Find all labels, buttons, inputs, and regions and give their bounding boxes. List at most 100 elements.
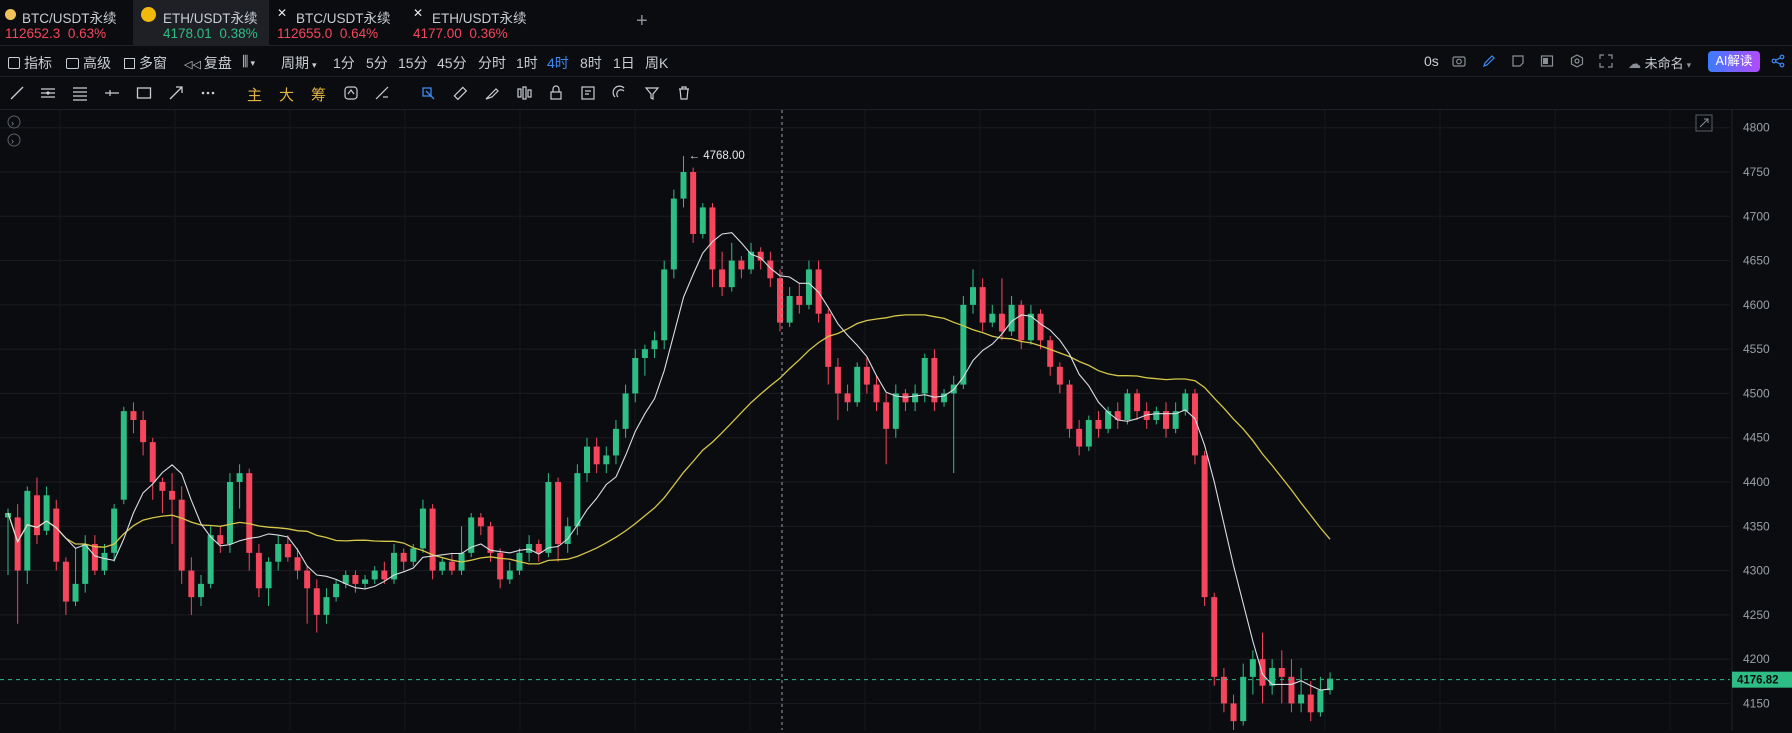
candle bbox=[1066, 380, 1073, 438]
brush-icon[interactable] bbox=[484, 85, 500, 101]
price-tick-label: 4450 bbox=[1743, 431, 1770, 445]
more-tools-icon[interactable] bbox=[200, 85, 216, 101]
favorite-tool-icon[interactable] bbox=[612, 85, 628, 101]
candle-body bbox=[159, 482, 166, 491]
chart-type-button[interactable]: ⫼ ▾ bbox=[242, 53, 255, 70]
period-dropdown[interactable]: 周期 ▾ bbox=[281, 55, 317, 71]
candle bbox=[1153, 406, 1160, 425]
chips-toggle[interactable]: 筹 bbox=[311, 87, 327, 104]
candle-body bbox=[892, 393, 899, 429]
candle-body bbox=[5, 513, 11, 518]
candle bbox=[458, 526, 465, 575]
tab-eth-usdt-perp-2[interactable]: ✕ ETH/USDT永续 4177.00 0.36% bbox=[408, 0, 544, 45]
candle bbox=[786, 287, 793, 327]
advanced-button[interactable]: 高级 bbox=[66, 53, 111, 73]
price-chart[interactable]: 4800 4750 4700 4650 4600 4550 4500 4450 4400 4350… bbox=[0, 110, 1792, 730]
candle-body bbox=[545, 482, 552, 553]
candle-body bbox=[1182, 393, 1189, 412]
multi-window-button[interactable]: 多窗 bbox=[124, 53, 167, 73]
candle bbox=[91, 535, 98, 575]
compare-icon[interactable] bbox=[516, 85, 532, 101]
pen-icon[interactable] bbox=[1482, 54, 1496, 68]
template-icon[interactable] bbox=[580, 85, 596, 101]
rectangle-icon[interactable] bbox=[136, 85, 152, 101]
fullscreen-icon[interactable] bbox=[1599, 54, 1613, 68]
tab-btc-usdt-perp-1[interactable]: BTC/USDT永续 112652.3 0.63% bbox=[0, 0, 130, 45]
candle bbox=[497, 548, 504, 589]
last-price-badge-bg bbox=[1732, 671, 1792, 688]
candle bbox=[777, 269, 783, 332]
candle-body bbox=[1095, 420, 1102, 429]
interval-1m[interactable]: 1分 bbox=[333, 55, 355, 71]
eraser-line-icon[interactable] bbox=[374, 85, 390, 101]
candle bbox=[1191, 389, 1198, 465]
share-icon[interactable] bbox=[1771, 54, 1785, 68]
camera-icon[interactable] bbox=[1452, 54, 1466, 68]
candle bbox=[448, 552, 455, 575]
magnet-select-icon[interactable] bbox=[420, 85, 436, 101]
exchange-x-icon: ✕ bbox=[277, 6, 288, 20]
fib-lines-icon[interactable] bbox=[72, 85, 88, 101]
interval-1w[interactable]: 周K bbox=[645, 55, 669, 71]
candle bbox=[371, 566, 378, 584]
main-indicator-toggle[interactable]: 主 bbox=[247, 87, 263, 104]
candle-body bbox=[169, 490, 176, 500]
cloud-layout-dropdown[interactable]: ☁ 未命名 ▾ bbox=[1628, 56, 1692, 71]
interval-8h[interactable]: 8时 bbox=[580, 55, 602, 71]
arrow-icon[interactable] bbox=[168, 85, 184, 101]
candle-body bbox=[1163, 411, 1169, 429]
add-tab-icon[interactable]: + bbox=[636, 10, 648, 32]
tab-symbol: ETH/USDT永续 bbox=[163, 11, 258, 26]
tab-btc-usdt-perp-2[interactable]: ✕ BTC/USDT永续 112655.0 0.64% bbox=[272, 0, 408, 45]
candle-body bbox=[53, 508, 60, 562]
large-order-toggle[interactable]: 大 bbox=[279, 87, 295, 104]
interval-1h[interactable]: 1时 bbox=[516, 55, 538, 71]
replay-button[interactable]: ◁◁ 复盘 bbox=[184, 55, 232, 71]
candle-body bbox=[294, 557, 301, 571]
interval-15m[interactable]: 15分 bbox=[398, 55, 428, 71]
cloud-icon: ☁ bbox=[1628, 56, 1641, 71]
price-tick-label: 4600 bbox=[1743, 298, 1770, 312]
price-tick-label: 4700 bbox=[1743, 209, 1770, 223]
candle bbox=[883, 393, 890, 465]
interval-timeshare[interactable]: 分时 bbox=[478, 55, 506, 71]
lock-icon[interactable] bbox=[548, 85, 564, 101]
candle bbox=[632, 349, 639, 403]
interval-5m[interactable]: 5分 bbox=[366, 55, 388, 71]
candle-body bbox=[333, 583, 340, 598]
candle-body bbox=[1143, 411, 1150, 420]
layout-icon[interactable] bbox=[1540, 54, 1554, 68]
sync-icon[interactable] bbox=[343, 85, 359, 101]
candle bbox=[342, 570, 349, 589]
candle bbox=[1008, 296, 1015, 336]
candle bbox=[1037, 309, 1044, 350]
candlestick-chart[interactable]: 4800 4750 4700 4650 4600 4550 4500 4450 4400 4350… bbox=[0, 110, 1792, 730]
indicator-button[interactable]: 指标 bbox=[8, 53, 52, 73]
interval-4h[interactable]: 4时 bbox=[547, 55, 569, 71]
candle-body bbox=[391, 552, 397, 580]
candle bbox=[1211, 592, 1218, 686]
candle bbox=[14, 504, 21, 624]
ruler-icon[interactable] bbox=[452, 85, 468, 101]
trash-icon[interactable] bbox=[676, 85, 692, 101]
candle-body bbox=[979, 287, 986, 323]
note-icon[interactable] bbox=[1511, 54, 1525, 68]
interval-45m[interactable]: 45分 bbox=[437, 55, 467, 71]
filter-icon[interactable] bbox=[644, 85, 660, 101]
horizontal-line-icon[interactable] bbox=[104, 85, 120, 101]
candle-body bbox=[111, 508, 118, 553]
candle bbox=[555, 477, 562, 562]
price-tick-label: 4250 bbox=[1743, 608, 1770, 622]
parallel-channel-icon[interactable] bbox=[40, 85, 56, 101]
candle bbox=[1047, 335, 1054, 376]
tab-eth-usdt-perp-active[interactable]: ETH/USDT永续 4178.01 0.38% bbox=[133, 0, 269, 45]
candle-body bbox=[120, 411, 127, 500]
interval-1d[interactable]: 1日 bbox=[613, 55, 635, 71]
settings-icon[interactable] bbox=[1570, 54, 1584, 68]
tab-symbol: BTC/USDT永续 bbox=[296, 11, 391, 26]
trend-line-icon[interactable] bbox=[9, 85, 25, 101]
last-price-label: 4176.82 bbox=[1737, 675, 1779, 687]
candle bbox=[62, 557, 69, 615]
ai-analysis-button[interactable]: AI解读 bbox=[1708, 51, 1760, 72]
candle bbox=[1307, 681, 1314, 722]
